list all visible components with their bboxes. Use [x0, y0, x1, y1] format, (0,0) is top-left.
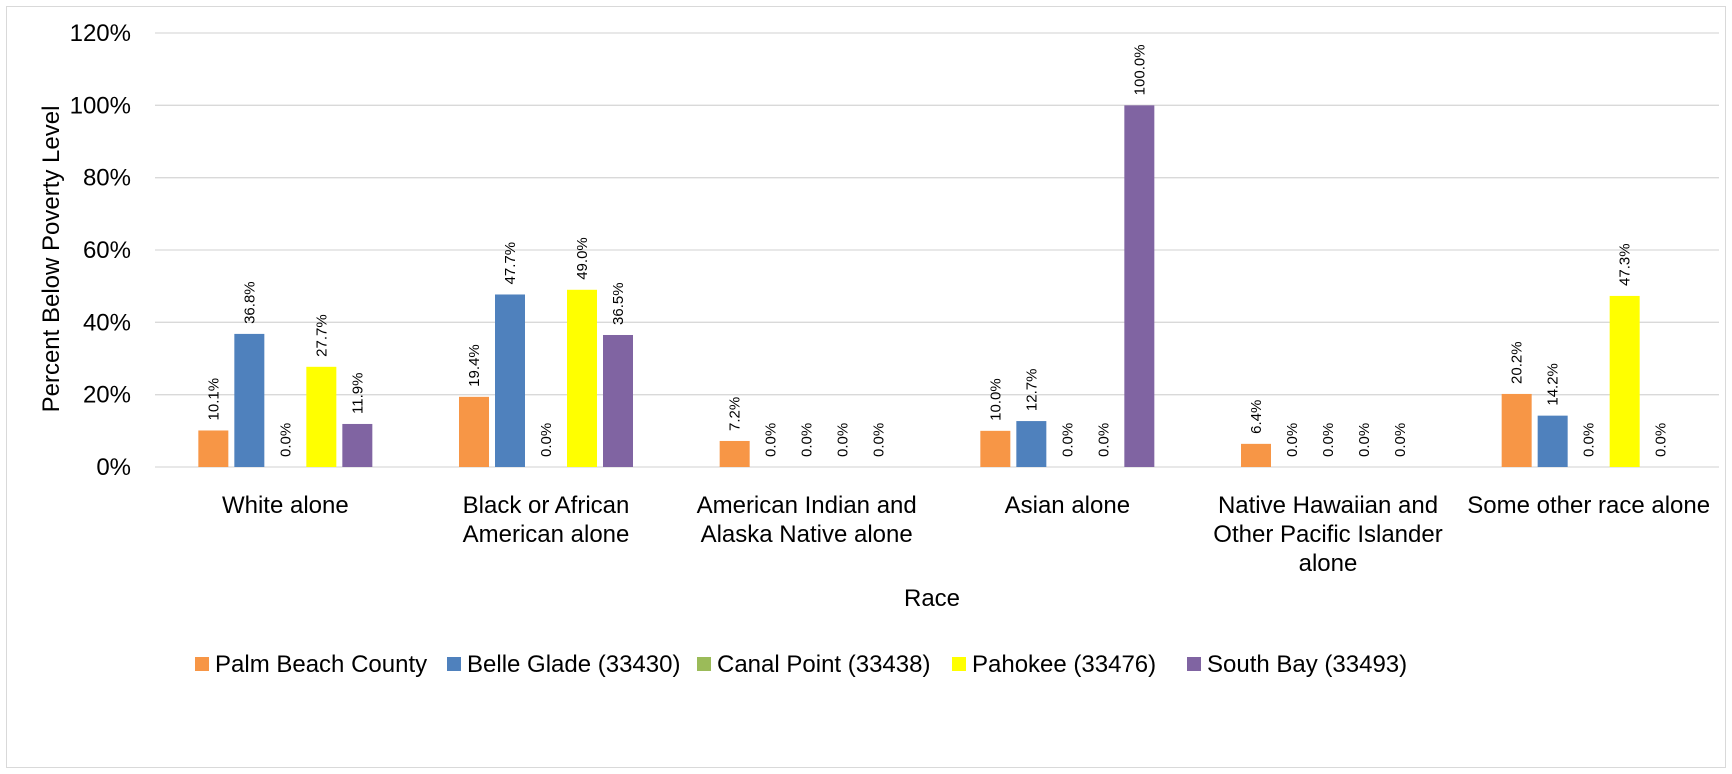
data-label: 0.0% [1392, 423, 1409, 457]
category-label-line: alone [1299, 550, 1358, 577]
y-axis-title: Percent Below Poverty Level [38, 106, 65, 413]
legend-label: Pahokee (33476) [972, 651, 1156, 678]
data-label: 14.2% [1545, 363, 1562, 406]
legend-label: Belle Glade (33430) [467, 651, 680, 678]
y-tick-label: 40% [83, 309, 131, 336]
data-label: 47.7% [502, 242, 519, 285]
bar [306, 366, 337, 467]
category-label-line: White alone [222, 492, 349, 519]
bar [198, 430, 229, 467]
bar [1016, 421, 1047, 467]
legend-item: Palm Beach County [195, 651, 427, 678]
y-tick-label: 80% [83, 165, 131, 192]
category-label: White alone [222, 492, 349, 519]
data-label: 7.2% [727, 397, 744, 431]
data-label: 20.2% [1509, 341, 1526, 384]
y-tick-labels: 0% 20% 40% 60% 80% 100% 120% [70, 20, 131, 481]
legend-item: Pahokee (33476) [952, 651, 1156, 678]
legend-item: Belle Glade (33430) [447, 651, 680, 678]
bar [1501, 393, 1532, 467]
y-tick-label: 60% [83, 237, 131, 264]
category-label: Native Hawaiian and Other Pacific Islande… [1213, 492, 1442, 577]
bar [719, 440, 750, 467]
data-label: 27.7% [313, 314, 330, 357]
y-tick-label: 0% [96, 454, 131, 481]
data-label: 0.0% [1059, 423, 1076, 457]
category-label-line: Black or African [463, 492, 630, 519]
data-label: 36.8% [241, 281, 258, 324]
y-tick-label: 20% [83, 382, 131, 409]
bar [1124, 105, 1155, 467]
legend-item: Canal Point (33438) [697, 651, 930, 678]
y-tick-label: 120% [70, 20, 131, 47]
data-label: 0.0% [277, 423, 294, 457]
data-label: 0.0% [1653, 423, 1670, 457]
data-label: 0.0% [538, 423, 555, 457]
legend: Palm Beach County Belle Glade (33430) Cana… [195, 651, 1407, 678]
category-label-line: Alaska Native alone [701, 521, 913, 548]
legend-swatch [697, 657, 711, 671]
category-label-line: American alone [463, 521, 630, 548]
data-label: 0.0% [1284, 423, 1301, 457]
data-label: 0.0% [835, 423, 852, 457]
data-label: 49.0% [574, 237, 591, 280]
bar [234, 333, 265, 467]
data-label: 19.4% [466, 344, 483, 387]
category-label-line: Native Hawaiian and [1218, 492, 1438, 519]
bar [567, 289, 597, 467]
legend-label: Palm Beach County [215, 651, 427, 678]
bars [198, 105, 1640, 467]
category-label: Some other race alone [1467, 492, 1710, 519]
data-label: 0.0% [1320, 423, 1337, 457]
data-label: 10.1% [205, 378, 222, 421]
data-label: 10.0% [987, 378, 1004, 421]
category-labels: White alone Black or African American alon… [222, 492, 1710, 577]
chart-frame: 10.1% 19.4% 7.2% 10.0% 6.4% 20.2% 36.8% 47.7% 0.… [6, 6, 1726, 768]
data-label: 36.5% [610, 282, 627, 325]
data-label: 0.0% [799, 423, 816, 457]
bar [342, 423, 373, 467]
data-label: 47.3% [1617, 243, 1634, 286]
data-label: 0.0% [763, 423, 780, 457]
legend-label: Canal Point (33438) [717, 651, 930, 678]
gridlines [155, 32, 1719, 468]
y-tick-label: 100% [70, 92, 131, 119]
bar [1537, 415, 1568, 467]
data-label: 0.0% [1356, 423, 1373, 457]
bar [459, 396, 489, 467]
data-label: 100.0% [1131, 44, 1148, 95]
bar [603, 334, 633, 467]
data-label: 6.4% [1248, 400, 1265, 434]
data-label: 12.7% [1023, 369, 1040, 412]
category-label: American Indian and Alaska Native alone [697, 492, 917, 548]
category-label: Black or African American alone [463, 492, 630, 548]
legend-swatch [447, 657, 461, 671]
data-label: 0.0% [1581, 423, 1598, 457]
category-label: Asian alone [1005, 492, 1130, 519]
legend-swatch [195, 657, 209, 671]
category-label-line: Asian alone [1005, 492, 1130, 519]
bar [980, 430, 1011, 467]
category-label-line: Other Pacific Islander [1213, 521, 1442, 548]
bar [1609, 295, 1640, 467]
legend-label: South Bay (33493) [1207, 651, 1407, 678]
bar [1241, 443, 1271, 467]
bar [495, 294, 525, 467]
legend-swatch [1187, 657, 1201, 671]
bar-chart: 10.1% 19.4% 7.2% 10.0% 6.4% 20.2% 36.8% 47.7% 0.… [38, 20, 1719, 678]
data-labels: 10.1% 19.4% 7.2% 10.0% 6.4% 20.2% 36.8% 47.7% 0.… [205, 44, 1669, 457]
x-axis-title: Race [904, 585, 960, 612]
data-label: 0.0% [1095, 423, 1112, 457]
category-label-line: Some other race alone [1467, 492, 1710, 519]
data-label: 11.9% [349, 373, 366, 414]
data-label: 0.0% [871, 423, 888, 457]
legend-item: South Bay (33493) [1187, 651, 1407, 678]
legend-swatch [952, 657, 966, 671]
category-label-line: American Indian and [697, 492, 917, 519]
